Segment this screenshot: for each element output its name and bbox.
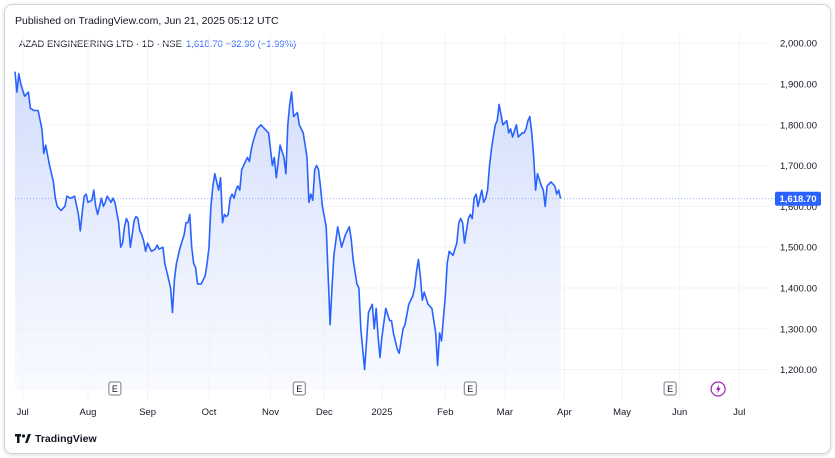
x-tick-label: Oct bbox=[202, 407, 217, 418]
dividend-marker-icon bbox=[710, 381, 726, 397]
tradingview-logo-icon bbox=[15, 434, 31, 443]
y-tick-label: 1,800.00 bbox=[780, 120, 817, 131]
dividend-bolt bbox=[716, 384, 721, 394]
earnings-marker-box bbox=[108, 381, 122, 396]
earnings-marker-label: E bbox=[467, 384, 473, 394]
x-tick-label: Apr bbox=[557, 407, 572, 418]
x-tick-label: 2025 bbox=[371, 407, 392, 418]
legend-values: 1,618.70 −32.90 (−1.99%) bbox=[185, 39, 297, 50]
price-area-fill bbox=[15, 71, 561, 390]
y-tick-label: 1,600.00 bbox=[780, 202, 817, 213]
y-tick-label: 2,000.00 bbox=[780, 39, 817, 50]
price-area bbox=[15, 71, 561, 390]
grid bbox=[15, 35, 770, 400]
legend-symbol: AZAD ENGINEERING LTD · 1D · NSE bbox=[19, 39, 182, 50]
time-axis[interactable]: Jul Aug Sep Oct Nov Dec 2025 Feb Mar Apr May Jun Jul bbox=[17, 407, 746, 418]
earnings-marker-box bbox=[463, 381, 477, 396]
earnings-marker-label: E bbox=[296, 384, 302, 394]
earnings-marker-box bbox=[292, 381, 306, 396]
tradingview-brand: TradingView bbox=[35, 433, 97, 445]
y-tick-label: 1,300.00 bbox=[780, 324, 817, 335]
y-tick-label: 1,200.00 bbox=[780, 365, 817, 376]
earnings-marker-icon: E bbox=[463, 381, 477, 396]
x-tick-label: Jul bbox=[17, 407, 29, 418]
last-price-label: 1,618.70 bbox=[780, 194, 817, 205]
last-price-tag bbox=[775, 191, 821, 206]
price-chart[interactable]: 1,200.00 1,300.00 1,400.00 1,500.00 1,600.00… bbox=[5, 5, 830, 453]
earnings-marker-label: E bbox=[112, 384, 118, 394]
x-tick-label: Sep bbox=[139, 407, 156, 418]
earnings-marker-icon: E bbox=[663, 381, 677, 396]
x-tick-label: Jun bbox=[672, 407, 687, 418]
y-tick-label: 1,700.00 bbox=[780, 161, 817, 172]
chart-legend: AZAD ENGINEERING LTD · 1D · NSE 1,618.70 … bbox=[19, 39, 296, 50]
price-axis[interactable]: 1,200.00 1,300.00 1,400.00 1,500.00 1,600.00… bbox=[15, 39, 821, 376]
y-tick-label: 1,500.00 bbox=[780, 243, 817, 254]
y-tick-label: 1,400.00 bbox=[780, 283, 817, 294]
published-caption: Published on TradingView.com, Jun 21, 20… bbox=[15, 15, 279, 27]
earnings-marker-icon: E bbox=[108, 381, 122, 396]
x-tick-label: Feb bbox=[437, 407, 453, 418]
earnings-marker-label: E bbox=[667, 384, 673, 394]
x-tick-label: Nov bbox=[262, 407, 279, 418]
x-tick-label: May bbox=[613, 407, 631, 418]
x-tick-label: Dec bbox=[316, 407, 333, 418]
tradingview-footer[interactable]: TradingView bbox=[15, 433, 97, 445]
x-tick-label: Aug bbox=[80, 407, 97, 418]
price-line-path bbox=[14, 71, 562, 371]
earnings-marker-box bbox=[663, 381, 677, 396]
y-tick-label: 1,900.00 bbox=[780, 79, 817, 90]
price-line bbox=[14, 71, 562, 371]
x-tick-label: Mar bbox=[497, 407, 513, 418]
x-tick-label: Jul bbox=[733, 407, 745, 418]
chart-frame: Published on TradingView.com, Jun 21, 20… bbox=[4, 4, 831, 454]
earnings-marker-icon: E bbox=[292, 381, 306, 396]
